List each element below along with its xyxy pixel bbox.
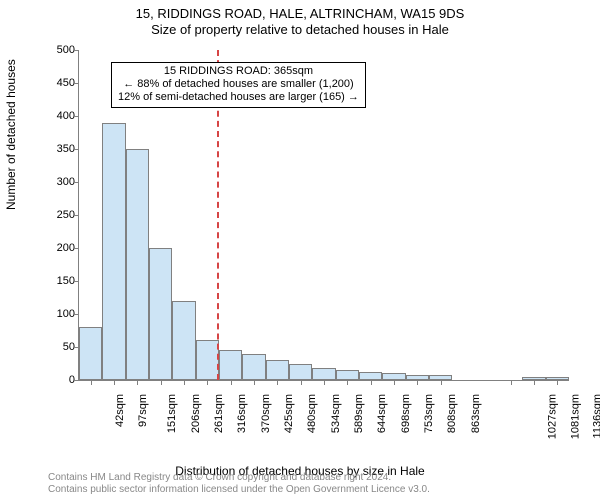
x-tick-label: 261sqm [213,394,225,433]
y-tick-label: 150 [43,275,75,287]
y-tick-label: 100 [43,308,75,320]
histogram-bar [172,301,195,380]
footer-attribution: Contains HM Land Registry data © Crown c… [48,472,430,496]
histogram-bar [149,248,172,380]
annotation-box: 15 RIDDINGS ROAD: 365sqm← 88% of detache… [111,62,366,108]
chart-title-line1: 15, RIDDINGS ROAD, HALE, ALTRINCHAM, WA1… [0,6,600,22]
histogram-bar [359,372,382,380]
annotation-line: 15 RIDDINGS ROAD: 365sqm [118,65,359,78]
x-tick-label: 698sqm [400,394,412,433]
histogram-bar [382,373,405,380]
x-tick-label: 97sqm [137,394,149,427]
chart-title-line2: Size of property relative to detached ho… [0,22,600,38]
histogram-bar [289,364,312,381]
y-tick-label: 250 [43,209,75,221]
chart-container: 05010015020025030035040045050042sqm97sqm… [48,42,578,412]
histogram-bar [126,149,149,380]
y-tick-label: 50 [43,341,75,353]
x-tick-label: 206sqm [190,394,202,433]
x-tick-label: 480sqm [306,394,318,433]
x-tick-label: 534sqm [330,394,342,433]
histogram-bar [219,350,242,380]
y-tick-label: 350 [43,143,75,155]
histogram-bar [79,327,102,380]
plot-area: 05010015020025030035040045050042sqm97sqm… [78,50,569,381]
annotation-line: 12% of semi-detached houses are larger (… [118,91,359,104]
histogram-bar [196,340,219,380]
x-tick-label: 42sqm [114,394,126,427]
footer-line2: Contains public sector information licen… [48,484,430,496]
y-tick-label: 0 [43,374,75,386]
y-axis-label: Number of detached houses [4,59,18,210]
histogram-bar [102,123,125,380]
histogram-bar [336,370,359,380]
histogram-bar [312,368,335,380]
y-tick-label: 300 [43,176,75,188]
x-tick-label: 644sqm [376,394,388,433]
x-tick-label: 808sqm [446,394,458,433]
x-tick-label: 425sqm [283,394,295,433]
histogram-bar [266,360,289,380]
x-tick-label: 589sqm [353,394,365,433]
chart-title-block: 15, RIDDINGS ROAD, HALE, ALTRINCHAM, WA1… [0,0,600,39]
histogram-bar [242,354,265,380]
y-tick-label: 400 [43,110,75,122]
x-tick-label: 1027sqm [546,394,558,439]
x-tick-label: 1081sqm [569,394,581,439]
x-tick-label: 1136sqm [592,394,600,438]
footer-line1: Contains HM Land Registry data © Crown c… [48,472,430,484]
annotation-line: ← 88% of detached houses are smaller (1,… [118,78,359,91]
x-tick-label: 863sqm [470,394,482,433]
x-tick-label: 753sqm [423,394,435,433]
y-tick-label: 450 [43,77,75,89]
x-tick-label: 316sqm [236,394,248,433]
x-tick-label: 151sqm [166,394,178,433]
x-tick-label: 370sqm [260,394,272,433]
y-tick-label: 200 [43,242,75,254]
y-tick-label: 500 [43,44,75,56]
